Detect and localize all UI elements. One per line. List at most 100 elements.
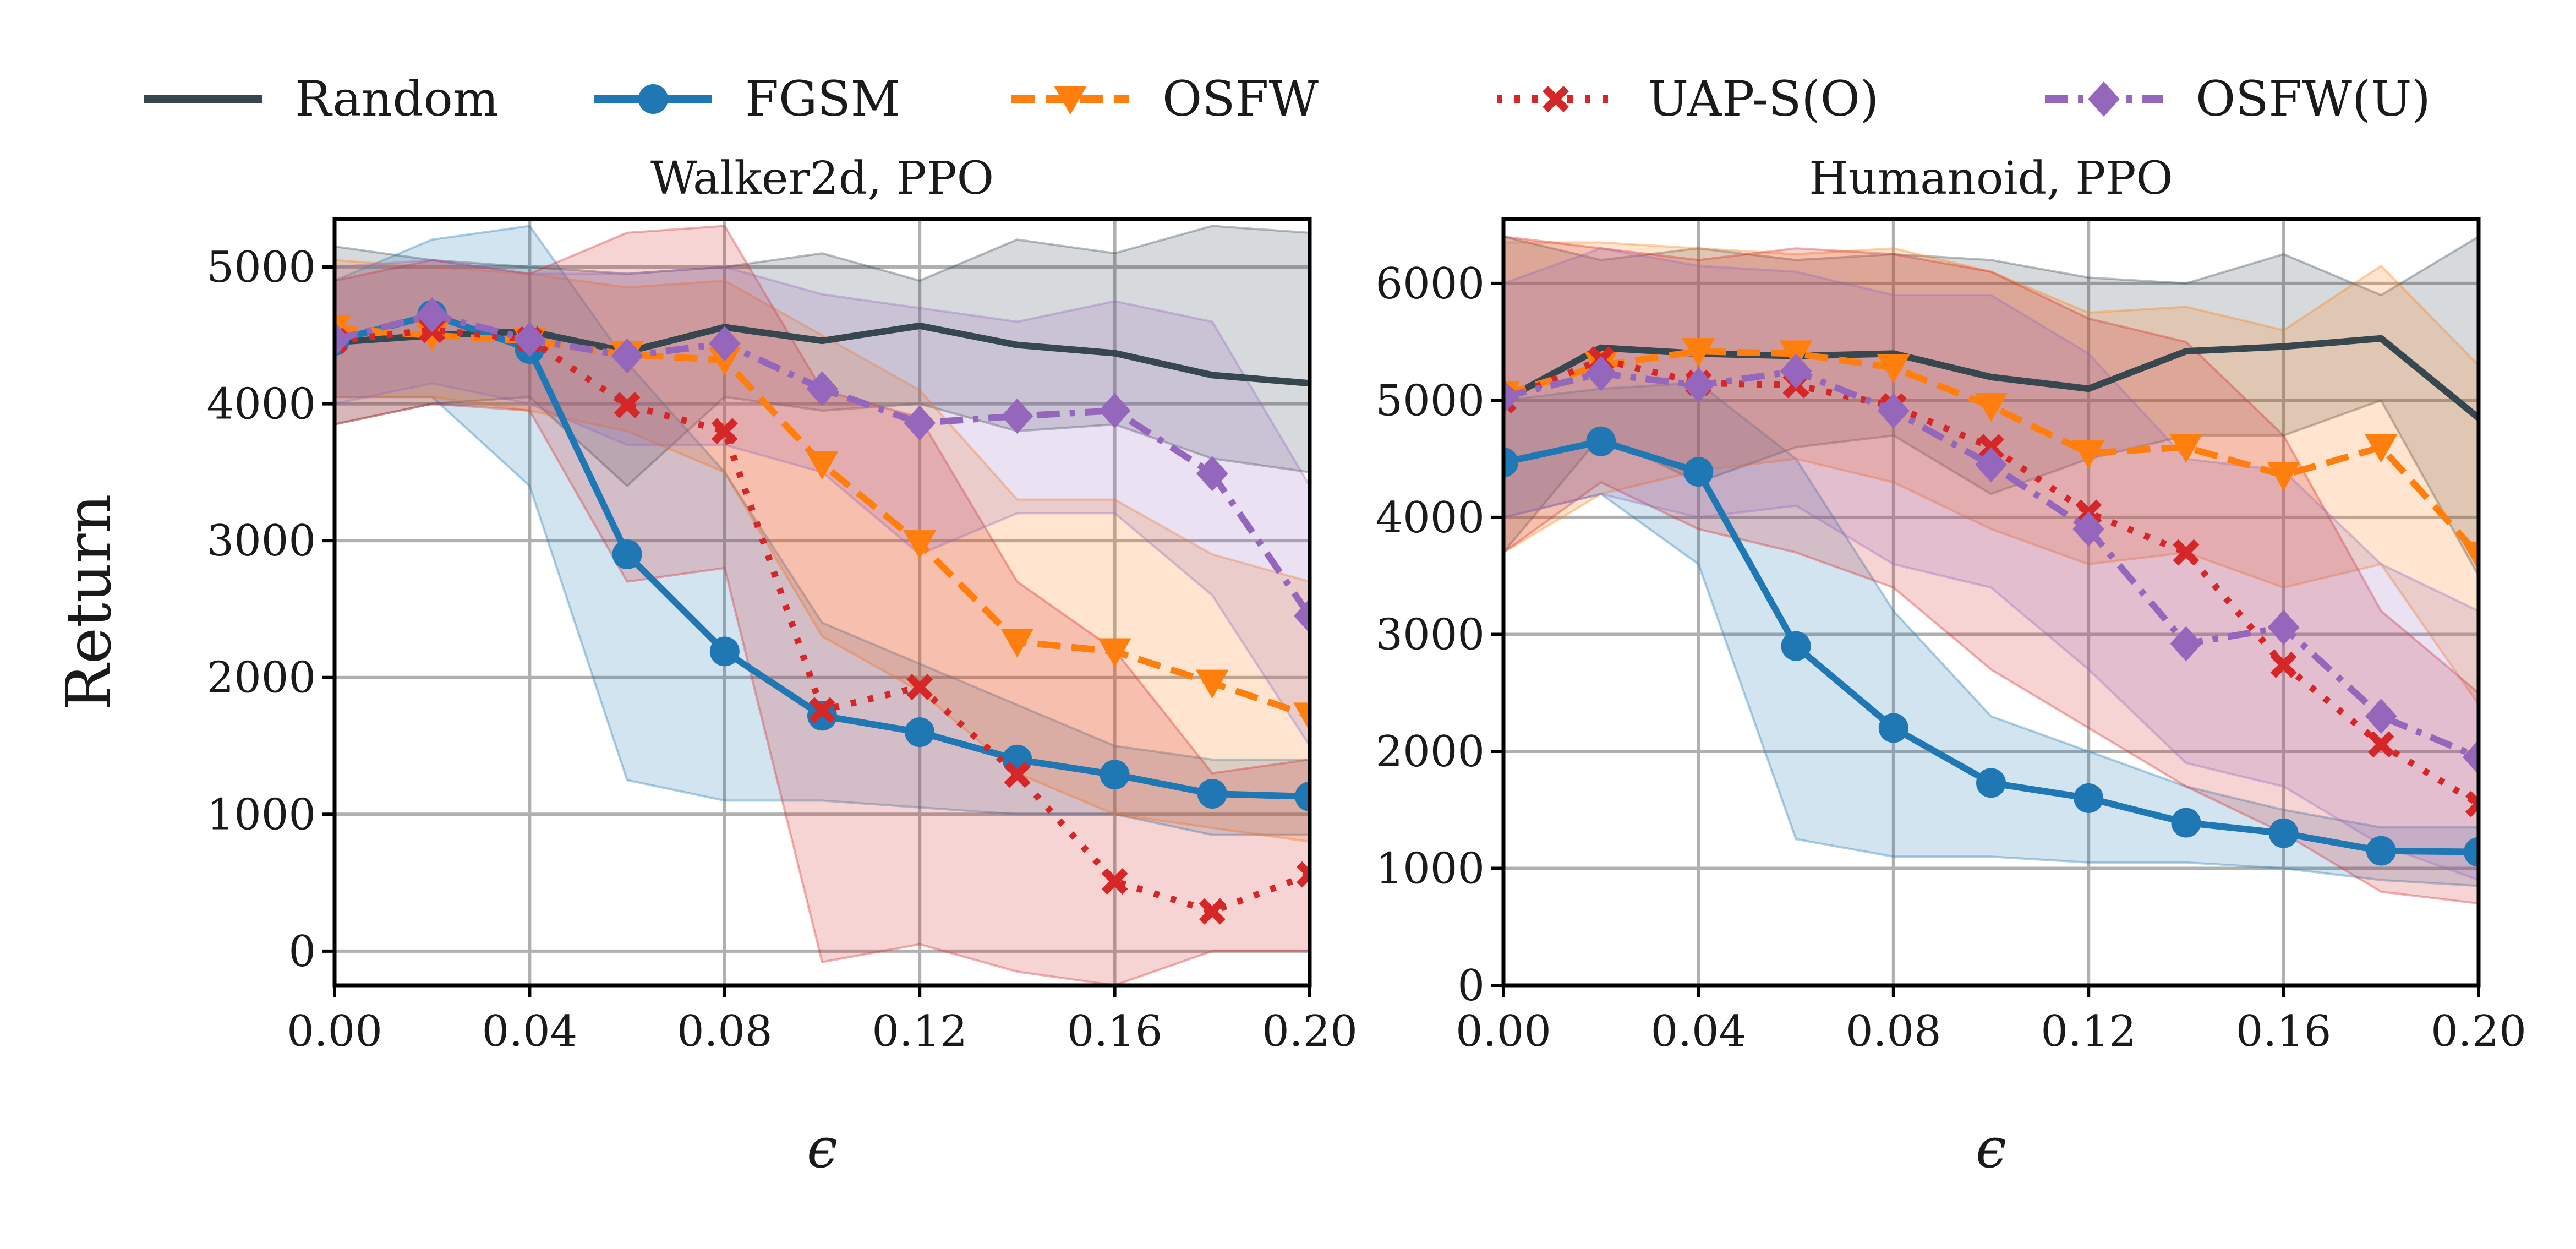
marker-osfw — [1098, 638, 1131, 667]
marker-fgsm — [1586, 426, 1616, 456]
panel-title: Humanoid, PPO — [1809, 152, 2173, 205]
legend-marker — [1543, 86, 1569, 112]
legend-label: OSFW(U) — [2196, 70, 2431, 127]
marker-osfw — [1293, 702, 1310, 732]
marker-osfw-u — [1585, 356, 1617, 391]
y-tick-label: 2000 — [1375, 727, 1485, 777]
marker-uap-s-o — [2465, 790, 2479, 817]
marker-osfw-u — [2170, 626, 2202, 662]
marker-osfw-u — [1001, 398, 1033, 434]
marker-osfw-u — [904, 405, 936, 441]
marker-osfw-u — [513, 321, 546, 357]
x-tick-label: 0.16 — [2236, 1007, 2332, 1056]
marker-osfw-u — [2463, 739, 2479, 775]
x-tick-label: 0.20 — [2431, 1007, 2526, 1056]
marker-osfw-u — [1975, 447, 2007, 483]
marker-uap-s-o — [711, 418, 738, 445]
marker-osfw — [2462, 541, 2479, 571]
marker-uap-s-o — [2367, 731, 2394, 758]
marker-osfw-u — [2072, 511, 2104, 547]
marker-osfw-u — [416, 297, 448, 332]
marker-fgsm — [1976, 768, 2006, 798]
legend-marker — [2088, 81, 2120, 117]
legend-marker — [638, 84, 668, 114]
legend-label: Random — [295, 70, 499, 127]
marker-osfw — [2267, 462, 2300, 491]
marker-uap-s-o — [906, 674, 933, 701]
marker-osfw-u — [1196, 456, 1228, 492]
marker-osfw-u — [1294, 598, 1310, 634]
panel-title: Walker2d, PPO — [650, 152, 994, 205]
y-tick-label: 3000 — [206, 516, 316, 566]
line-random — [1503, 335, 2479, 421]
x-tick-label: 0.00 — [1456, 1007, 1551, 1056]
marker-fgsm — [1295, 781, 1310, 811]
x-tick-label: 0.16 — [1067, 1007, 1163, 1056]
marker-osfw — [2169, 434, 2203, 463]
x-tick-label: 0.00 — [287, 1007, 382, 1056]
legend-item-uap-s-o: UAP-S(O) — [1497, 70, 1879, 127]
band-osfw-u — [1503, 247, 2479, 881]
x-tick-label: 0.08 — [1846, 1007, 1941, 1056]
marker-fgsm — [1878, 713, 1908, 743]
y-tick-label: 1000 — [206, 790, 316, 839]
marker-fgsm — [612, 539, 642, 569]
marker-osfw — [1000, 629, 1034, 658]
y-tick-label: 5000 — [206, 243, 316, 292]
marker-fgsm — [2268, 818, 2299, 848]
legend-marker — [1054, 86, 1087, 115]
marker-osfw-u — [611, 338, 643, 374]
band-uap-s-o — [335, 225, 1310, 985]
marker-osfw-u — [2267, 609, 2300, 645]
plot-area — [1503, 235, 2479, 905]
marker-osfw — [1975, 393, 2008, 422]
legend-label: OSFW — [1162, 70, 1319, 127]
y-tick-label: 4000 — [206, 380, 316, 429]
marker-fgsm — [2464, 837, 2479, 867]
band-uap-s-o — [1503, 235, 2479, 905]
marker-osfw-u — [1503, 379, 1519, 415]
x-tick-label: 0.12 — [2041, 1007, 2136, 1056]
marker-osfw — [708, 347, 741, 376]
y-tick-label: 3000 — [1375, 610, 1485, 659]
marker-osfw — [1877, 354, 1910, 384]
marker-osfw-u — [2365, 699, 2397, 734]
marker-uap-s-o — [614, 392, 641, 419]
x-tick-label: 0.04 — [482, 1007, 578, 1056]
y-tick-label: 2000 — [206, 653, 316, 703]
legend-item-osfw: OSFW — [1011, 70, 1319, 127]
x-axis-label: ϵ — [807, 1116, 838, 1180]
marker-fgsm — [1503, 448, 1518, 478]
marker-uap-s-o — [2173, 539, 2200, 566]
marker-fgsm — [2171, 808, 2201, 838]
y-axis-label: Return — [53, 494, 125, 710]
line-uap-s-o — [335, 326, 1310, 915]
line-osfw-u — [1503, 368, 2479, 761]
marker-uap-s-o — [1297, 861, 1310, 888]
marker-osfw-u — [806, 371, 838, 407]
x-tick-label: 0.04 — [1651, 1007, 1747, 1056]
legend-item-fgsm: FGSM — [594, 70, 900, 127]
marker-fgsm — [2074, 783, 2104, 813]
axes-frame — [332, 217, 1312, 988]
y-tick-label: 5000 — [1375, 376, 1485, 426]
marker-fgsm — [1197, 779, 1227, 809]
legend-item-osfw-u: OSFW(U) — [2045, 70, 2431, 127]
y-tick-label: 1000 — [1375, 844, 1485, 893]
marker-osfw — [2072, 440, 2105, 469]
panel-walker2d: 0.00 0.04 0.08 0.12 0.16 0.20 0 1000 2000 3000 400… — [53, 152, 1358, 1180]
panel-humanoid: 0.00 0.04 0.08 0.12 0.16 0.20 0 1000 2000 3000 400… — [1375, 152, 2526, 1180]
band-osfw-u — [335, 259, 1310, 748]
marker-osfw — [2364, 434, 2398, 463]
x-tick-label: 0.20 — [1262, 1007, 1358, 1056]
marker-osfw-u — [335, 321, 351, 357]
marker-osfw — [806, 450, 839, 480]
y-tick-label: 6000 — [1375, 259, 1485, 309]
marker-osfw-u — [1780, 353, 1812, 389]
axes-frame — [1501, 217, 2481, 988]
band-fgsm — [1503, 381, 2479, 887]
marker-fgsm — [905, 717, 935, 748]
y-tick-label: 4000 — [1375, 493, 1485, 543]
